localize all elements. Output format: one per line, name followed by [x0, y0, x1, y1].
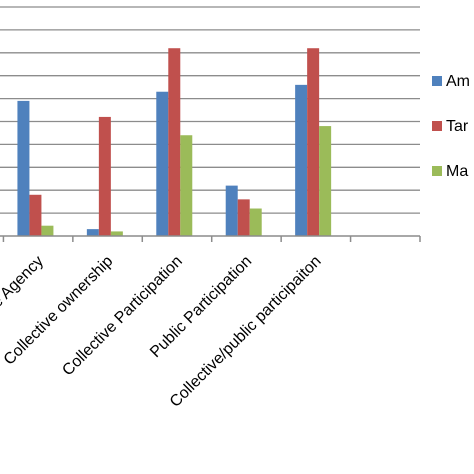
bar-ma-1	[41, 225, 54, 236]
bar-tar-5	[307, 48, 320, 236]
bar-tar-1	[29, 194, 42, 236]
bar-tar-3	[168, 48, 181, 236]
gridlines	[0, 6, 420, 214]
bars	[17, 48, 332, 236]
legend-swatch-ma	[432, 166, 442, 176]
bar-am-2	[86, 229, 99, 236]
bar-am-1	[17, 100, 30, 236]
legend-swatch-tar	[432, 121, 442, 131]
legend-label: Ma	[446, 163, 468, 180]
legend-label: Tar	[446, 118, 469, 135]
bar-am-5	[295, 84, 308, 236]
category-label: Collective Participation	[59, 253, 185, 379]
bar-ma-5	[319, 126, 332, 236]
bar-ma-4	[249, 208, 262, 236]
legend-swatch-am	[432, 76, 442, 86]
bar-tar-4	[237, 199, 250, 236]
category-label: Collective/public participaiton	[167, 253, 325, 411]
legend: Am Tar Ma	[432, 73, 470, 180]
bar-am-3	[156, 91, 169, 236]
bar-tar-2	[98, 116, 111, 236]
bar-am-4	[225, 185, 238, 236]
axes	[0, 235, 421, 242]
legend-label: Am	[446, 73, 470, 90]
bar-ma-3	[180, 135, 193, 236]
bar-ma-2	[110, 231, 123, 236]
